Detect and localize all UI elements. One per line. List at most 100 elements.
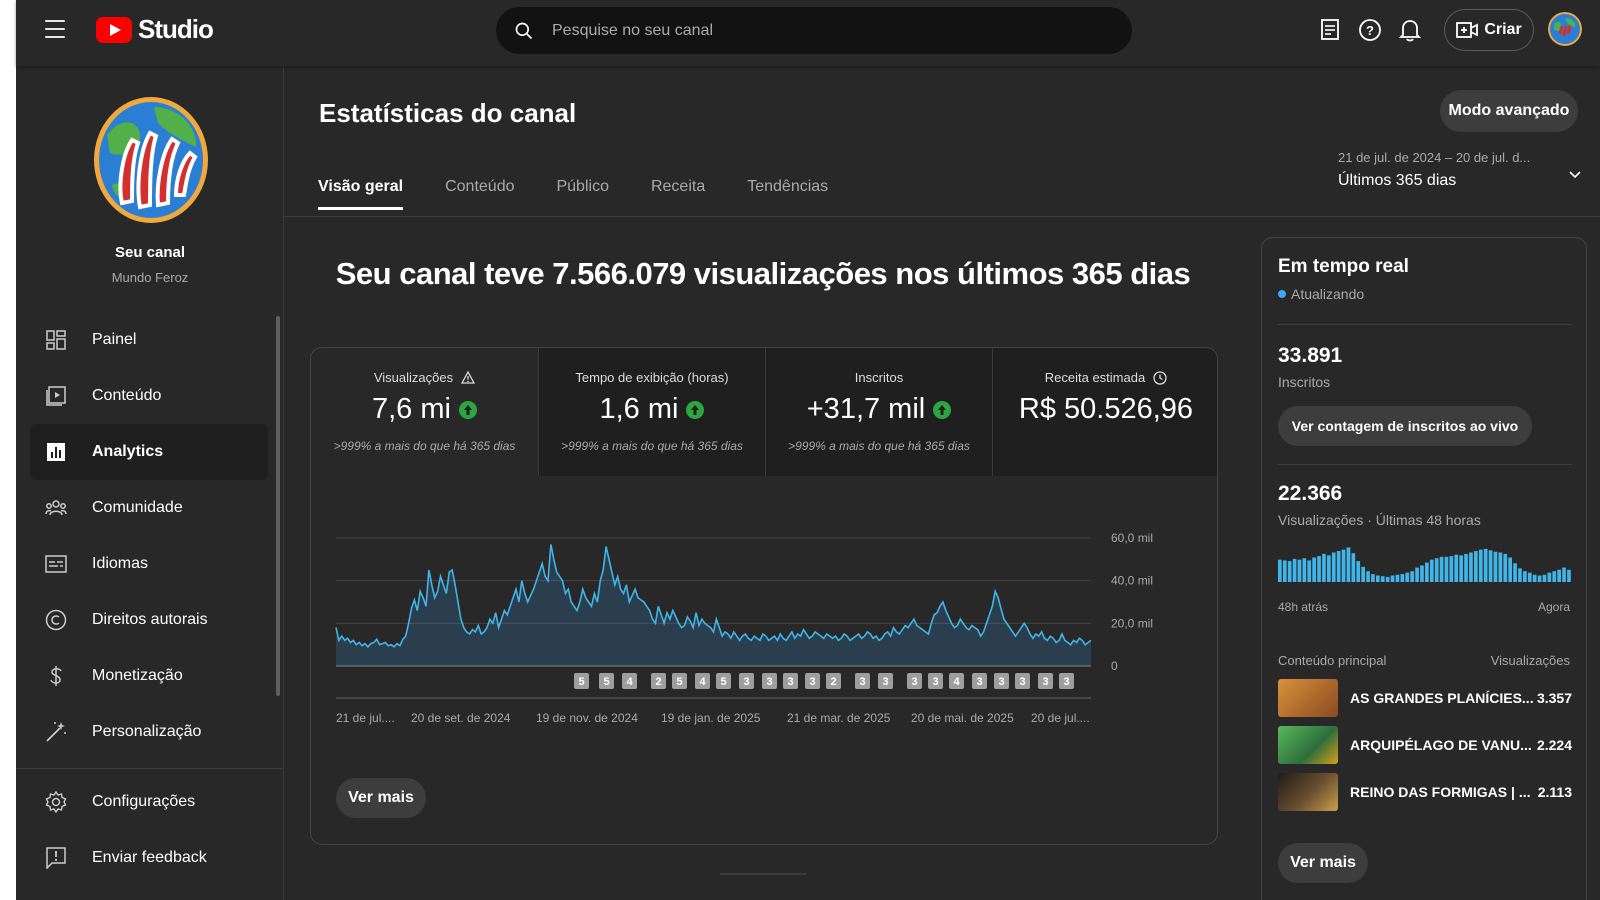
realtime-bar[interactable]	[1351, 553, 1356, 582]
realtime-bar[interactable]	[1400, 574, 1405, 582]
realtime-bar[interactable]	[1552, 571, 1557, 582]
realtime-bar[interactable]	[1322, 553, 1326, 582]
video-marker[interactable]: 3	[878, 673, 893, 689]
realtime-bar[interactable]	[1287, 561, 1292, 582]
video-marker[interactable]: 5	[599, 673, 614, 689]
realtime-bar[interactable]	[1469, 552, 1473, 582]
realtime-bar[interactable]	[1542, 574, 1547, 582]
realtime-bar[interactable]	[1478, 549, 1483, 582]
realtime-bar[interactable]	[1523, 571, 1527, 582]
realtime-bar[interactable]	[1371, 574, 1375, 582]
realtime-bar[interactable]	[1459, 555, 1463, 582]
sidebar-item-conteudo[interactable]: Conteúdo	[30, 368, 268, 424]
realtime-bar[interactable]	[1292, 558, 1297, 582]
channel-avatar[interactable]	[92, 95, 210, 225]
channel-label[interactable]: Seu canal	[114, 244, 186, 261]
search-icon[interactable]	[514, 21, 534, 41]
realtime-bar[interactable]	[1567, 569, 1571, 582]
realtime-bar[interactable]	[1532, 574, 1537, 582]
video-marker[interactable]: 3	[762, 673, 777, 689]
video-marker[interactable]: 5	[716, 673, 731, 689]
search-input[interactable]	[552, 21, 1092, 40]
realtime-bar[interactable]	[1488, 550, 1493, 582]
realtime-bar[interactable]	[1297, 559, 1302, 582]
realtime-bar[interactable]	[1282, 560, 1287, 582]
video-marker[interactable]: 3	[783, 673, 798, 689]
video-marker[interactable]: 3	[972, 673, 987, 689]
realtime-bar[interactable]	[1498, 552, 1503, 582]
video-marker[interactable]: 3	[994, 673, 1009, 689]
realtime-bar[interactable]	[1317, 556, 1321, 582]
realtime-bar[interactable]	[1390, 575, 1395, 582]
sidebar-item-analytics[interactable]: Analytics	[30, 424, 268, 480]
realtime-bar[interactable]	[1537, 575, 1542, 582]
realtime-bar[interactable]	[1474, 551, 1478, 582]
realtime-bar[interactable]	[1376, 575, 1380, 582]
metric-watch-time[interactable]: Tempo de exibição (horas) 1,6 mi >999% a…	[538, 348, 765, 476]
top-content-item[interactable]: REINO DAS FORMIGAS | ... 2.113	[1278, 772, 1572, 812]
views-series-line[interactable]	[335, 544, 1092, 648]
realtime-bar[interactable]	[1336, 551, 1341, 582]
search-bar[interactable]	[496, 7, 1132, 54]
realtime-bar[interactable]	[1503, 553, 1508, 582]
realtime-bar[interactable]	[1356, 561, 1361, 582]
video-marker[interactable]: 3	[1038, 673, 1053, 689]
realtime-see-more-button[interactable]: Ver mais	[1278, 843, 1368, 883]
video-marker[interactable]: 4	[622, 673, 637, 689]
tab-receita[interactable]: Receita	[650, 178, 706, 195]
video-marker[interactable]: 4	[695, 673, 710, 689]
realtime-bar[interactable]	[1415, 567, 1419, 582]
sidebar-item-feedback[interactable]: Enviar feedback	[30, 830, 268, 886]
realtime-bar[interactable]	[1508, 557, 1512, 582]
menu-icon[interactable]	[45, 20, 65, 38]
video-marker[interactable]: 3	[928, 673, 943, 689]
video-marker[interactable]: 3	[739, 673, 754, 689]
realtime-bar[interactable]	[1331, 552, 1336, 582]
video-marker[interactable]: 5	[574, 673, 589, 689]
advanced-mode-button[interactable]: Modo avançado	[1440, 90, 1578, 132]
account-avatar[interactable]	[1548, 12, 1582, 46]
sidebar-item-configuracoes[interactable]: Configurações	[30, 774, 268, 830]
date-range-selector[interactable]: 21 de jul. de 2024 – 20 de jul. d... Últ…	[1338, 150, 1588, 190]
warning-icon[interactable]	[461, 371, 476, 384]
realtime-bar[interactable]	[1312, 557, 1316, 582]
realtime-bar[interactable]	[1562, 567, 1566, 582]
realtime-bar[interactable]	[1513, 563, 1517, 582]
realtime-bar[interactable]	[1449, 556, 1454, 582]
realtime-bar[interactable]	[1361, 566, 1365, 582]
realtime-bar[interactable]	[1307, 560, 1312, 582]
sidebar-item-painel[interactable]: Painel	[30, 312, 268, 368]
video-marker[interactable]: 2	[826, 673, 841, 689]
realtime-bar[interactable]	[1302, 558, 1307, 582]
realtime-bar[interactable]	[1341, 549, 1346, 582]
sidebar-scrollbar[interactable]	[276, 316, 280, 696]
metric-views[interactable]: Visualizações 7,6 mi >999% a mais do que…	[311, 348, 538, 476]
realtime-bar[interactable]	[1278, 559, 1282, 582]
realtime-bar[interactable]	[1425, 562, 1429, 582]
metric-revenue[interactable]: Receita estimada R$ 50.526,96	[992, 348, 1217, 476]
realtime-bar[interactable]	[1385, 576, 1390, 582]
video-marker[interactable]: 3	[855, 673, 870, 689]
realtime-bar[interactable]	[1547, 572, 1552, 582]
metric-subscribers[interactable]: Inscritos +31,7 mil >999% a mais do que …	[765, 348, 992, 476]
realtime-bar[interactable]	[1439, 556, 1444, 582]
realtime-bar[interactable]	[1464, 553, 1468, 582]
tab-conteudo[interactable]: Conteúdo	[445, 178, 515, 195]
clock-icon[interactable]	[1153, 370, 1167, 385]
video-marker[interactable]: 5	[672, 673, 687, 689]
realtime-bar[interactable]	[1493, 551, 1498, 582]
subtitles-icon[interactable]	[1318, 18, 1342, 42]
realtime-bar[interactable]	[1518, 568, 1522, 582]
realtime-bar[interactable]	[1420, 565, 1424, 582]
video-marker[interactable]: 3	[1015, 673, 1030, 689]
realtime-bar[interactable]	[1454, 554, 1459, 582]
live-subscriber-count-button[interactable]: Ver contagem de inscritos ao vivo	[1278, 406, 1532, 446]
realtime-bar[interactable]	[1405, 572, 1410, 582]
realtime-bar[interactable]	[1483, 548, 1488, 582]
realtime-bar[interactable]	[1557, 569, 1561, 582]
realtime-bar[interactable]	[1366, 571, 1370, 582]
video-marker[interactable]: 3	[1059, 673, 1074, 689]
realtime-bar[interactable]	[1327, 555, 1331, 582]
sidebar-item-monetizacao[interactable]: Monetização	[30, 648, 268, 704]
top-content-item[interactable]: ARQUIPÉLAGO DE VANU... 2.224	[1278, 725, 1572, 765]
